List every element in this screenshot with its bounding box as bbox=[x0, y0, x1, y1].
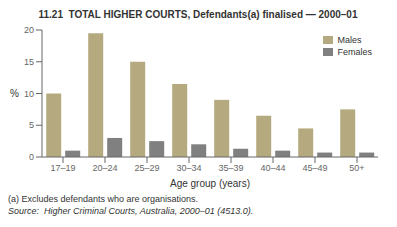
svg-text:20: 20 bbox=[24, 25, 34, 35]
svg-text:40–44: 40–44 bbox=[260, 163, 285, 173]
html-text:Females: Females bbox=[337, 47, 372, 57]
svg-text:20–24: 20–24 bbox=[92, 163, 117, 173]
html-text:Males: Males bbox=[337, 35, 362, 45]
svg-text:35–39: 35–39 bbox=[218, 163, 243, 173]
html-text:Source: Higher Criminal Courts: Source: Higher Criminal Courts, Australi… bbox=[8, 206, 254, 216]
html-text:(a) Excludes defendants who ar: (a) Excludes defendants who are organisa… bbox=[8, 194, 199, 204]
svg-text:5: 5 bbox=[29, 120, 34, 130]
svg-text:%: % bbox=[10, 88, 19, 99]
svg-text:15: 15 bbox=[24, 57, 34, 67]
svg-text:17–19: 17–19 bbox=[50, 163, 75, 173]
svg-text:Age group (years): Age group (years) bbox=[170, 178, 250, 189]
svg-text:10: 10 bbox=[24, 89, 34, 99]
svg-text:25–29: 25–29 bbox=[134, 163, 159, 173]
svg-text:45–49: 45–49 bbox=[302, 163, 327, 173]
html-text:11.21 TOTAL HIGHER COURTS, Def: 11.21 TOTAL HIGHER COURTS, Defendants(a)… bbox=[38, 9, 358, 20]
svg-text:30–34: 30–34 bbox=[176, 163, 201, 173]
svg-text:0: 0 bbox=[29, 152, 34, 162]
svg-text:50+: 50+ bbox=[349, 163, 364, 173]
